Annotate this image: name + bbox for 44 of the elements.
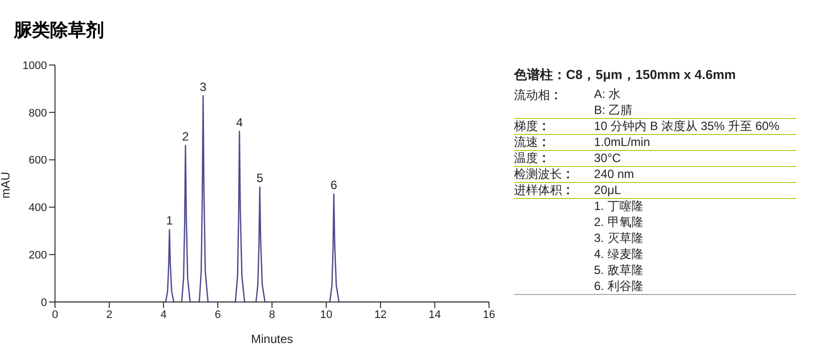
y-tick-label: 400 (28, 202, 47, 214)
x-axis-title: Minutes (250, 332, 294, 346)
annotation: 4 (236, 115, 244, 130)
x-tick-label: 10 (320, 308, 332, 321)
x-tick-label: 6 (214, 308, 221, 321)
annotation: 1 (166, 214, 174, 228)
category-label: 进样体积 (514, 183, 562, 198)
category-label: 流速 (514, 135, 538, 150)
y-tick-label: 600 (28, 154, 47, 167)
text: 色谱柱：C8，5μm，150mm x 4.6mm (514, 66, 737, 84)
x-tick-label: 14 (428, 308, 441, 321)
text: 30°C (594, 151, 621, 166)
y-tick-label: 1000 (22, 60, 47, 72)
annotation: 5 (256, 171, 264, 186)
text: 3. 灭草隆 (594, 230, 644, 246)
x-tick-label: 16 (482, 308, 496, 321)
x-tick-label: 0 (52, 308, 58, 321)
text: 20μL (594, 183, 621, 198)
x-tick-label: 8 (268, 308, 276, 321)
text: 5. 敌草隆 (594, 262, 644, 278)
y-axis-title: mAU (0, 172, 12, 198)
text: B: 乙腈 (594, 103, 633, 118)
annotation: 6 (330, 178, 338, 192)
category-label: 流动相 (514, 88, 550, 102)
text: 6. 利谷隆 (594, 278, 644, 294)
text: 2. 甲氧隆 (594, 214, 644, 230)
text: 10 分钟内 B 浓度从 35% 升至 60% (594, 119, 780, 134)
category-label: 检测波长 (514, 167, 562, 182)
y-tick-label: 0 (40, 296, 47, 309)
text: 1.0mL/min (594, 135, 650, 150)
annotation: 3 (200, 80, 207, 94)
text: 1. 丁噻隆 (594, 198, 644, 214)
x-tick-label: 2 (106, 308, 112, 321)
y-tick-label: 800 (28, 107, 47, 120)
category-label: 梯度 (514, 119, 538, 134)
x-tick-label: 4 (160, 308, 167, 321)
annotation: 2 (182, 130, 190, 144)
x-tick-label: 12 (374, 308, 387, 321)
chart-title: 脲类除草剂 (14, 19, 104, 42)
y-tick-label: 200 (28, 250, 47, 262)
text: A: 水 (594, 87, 621, 103)
text: 4. 绿麦隆 (594, 246, 644, 262)
category-label: 温度 (514, 151, 538, 166)
text: 240 nm (594, 167, 634, 182)
